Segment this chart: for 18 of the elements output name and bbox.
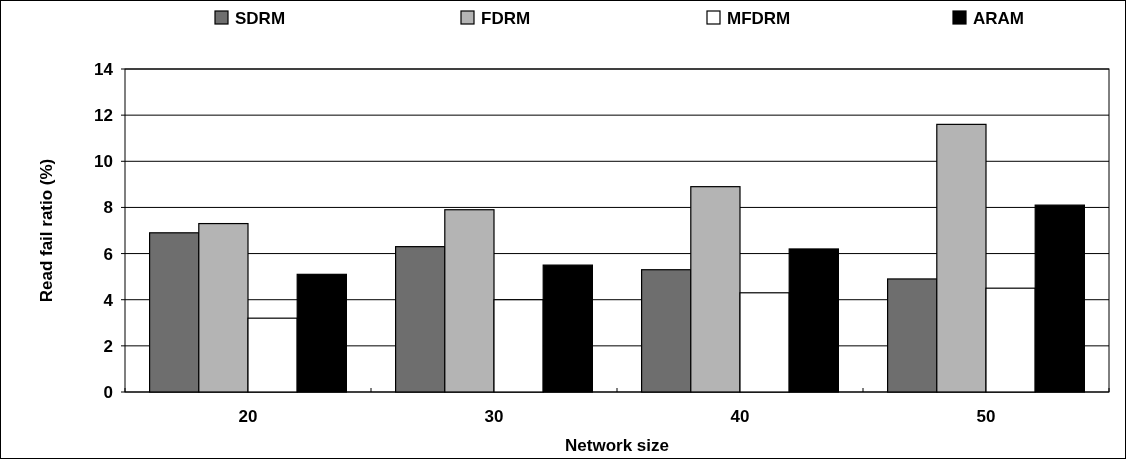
y-tick-label: 0 (103, 382, 113, 402)
y-tick-label: 12 (94, 106, 113, 126)
x-tick-label: 20 (238, 407, 258, 426)
y-axis-title: Read fail ratio (%) (37, 158, 56, 303)
y-tick-label: 6 (103, 244, 113, 264)
y-tick-label: 2 (103, 336, 113, 356)
legend-label: FDRM (481, 8, 531, 28)
legend-label: SDRM (235, 8, 286, 28)
x-tick-label: 40 (730, 407, 750, 426)
y-tick-label: 10 (94, 152, 113, 172)
x-axis-title: Network size (565, 436, 669, 455)
y-tick-label: 4 (103, 290, 114, 310)
legend-label: MFDRM (727, 8, 791, 28)
y-tick-label: 8 (103, 198, 113, 218)
y-tick-label: 14 (94, 59, 114, 79)
x-tick-label: 50 (976, 407, 996, 426)
x-tick-label: 30 (484, 407, 504, 426)
legend-label: ARAM (973, 8, 1024, 28)
